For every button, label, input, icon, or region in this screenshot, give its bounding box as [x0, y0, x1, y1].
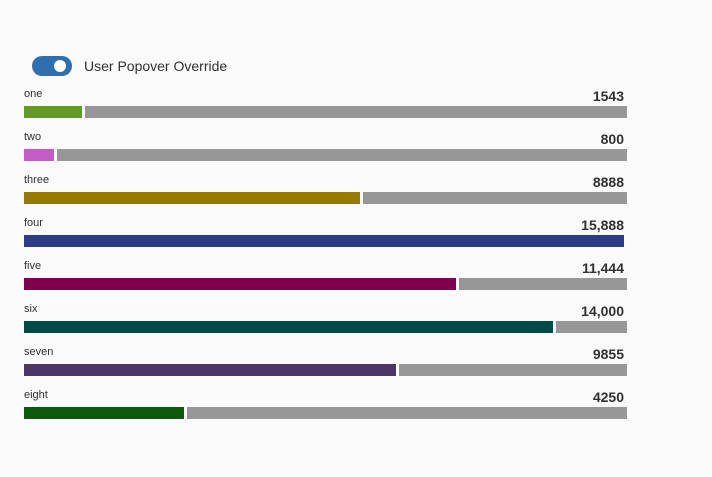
bar-item-two[interactable]: two 800: [24, 131, 627, 174]
bar-value: 11,444: [581, 260, 624, 276]
bar-fill-five[interactable]: [24, 278, 456, 290]
bar-fill-four[interactable]: [24, 235, 624, 247]
bar-label: five: [24, 260, 42, 272]
user-popover-override-toggle[interactable]: [32, 56, 72, 76]
bar-remainder[interactable]: [57, 149, 627, 161]
bar-track: [24, 106, 627, 118]
bar-label: four: [24, 217, 43, 229]
bar-value: 1543: [592, 88, 624, 104]
bar-item-six[interactable]: six 14,000: [24, 303, 627, 346]
bar-remainder[interactable]: [85, 106, 627, 118]
bar-remainder[interactable]: [556, 321, 627, 333]
bar-fill-six[interactable]: [24, 321, 553, 333]
bar-remainder[interactable]: [363, 192, 627, 204]
bar-label: one: [24, 88, 43, 100]
bar-fill-eight[interactable]: [24, 407, 184, 419]
stacked-bar-list: one 1543 two 800 three 8888 four 15,888 five 11,4…: [24, 88, 627, 432]
bar-value: 800: [600, 131, 624, 147]
bar-item-one[interactable]: one 1543: [24, 88, 627, 131]
bar-label: two: [24, 131, 42, 143]
bar-fill-seven[interactable]: [24, 364, 396, 376]
bar-remainder[interactable]: [459, 278, 627, 290]
bar-value: 9855: [592, 346, 624, 362]
bar-fill-two[interactable]: [24, 149, 54, 161]
bar-label: eight: [24, 389, 48, 401]
bar-label: six: [24, 303, 38, 315]
bar-track: [24, 364, 627, 376]
bar-track: [24, 149, 627, 161]
bar-track: [24, 407, 627, 419]
bar-fill-one[interactable]: [24, 106, 82, 118]
bar-value: 4250: [592, 389, 624, 405]
bar-label: three: [24, 174, 50, 186]
bar-label: seven: [24, 346, 54, 358]
toggle-label: User Popover Override: [84, 58, 228, 74]
user-popover-override-toggle-row: User Popover Override: [32, 56, 227, 76]
bar-item-five[interactable]: five 11,444: [24, 260, 627, 303]
bar-track: [24, 278, 627, 290]
bar-track: [24, 192, 627, 204]
bar-value: 14,000: [581, 303, 624, 319]
bar-fill-three[interactable]: [24, 192, 360, 204]
bar-value: 15,888: [581, 217, 624, 233]
bar-item-eight[interactable]: eight 4250: [24, 389, 627, 432]
bar-remainder[interactable]: [399, 364, 627, 376]
bar-track: [24, 235, 627, 247]
toggle-knob: [54, 60, 66, 72]
bar-item-three[interactable]: three 8888: [24, 174, 627, 217]
bar-item-four[interactable]: four 15,888: [24, 217, 627, 260]
bar-value: 8888: [592, 174, 624, 190]
bar-track: [24, 321, 627, 333]
bar-remainder[interactable]: [187, 407, 627, 419]
bar-item-seven[interactable]: seven 9855: [24, 346, 627, 389]
